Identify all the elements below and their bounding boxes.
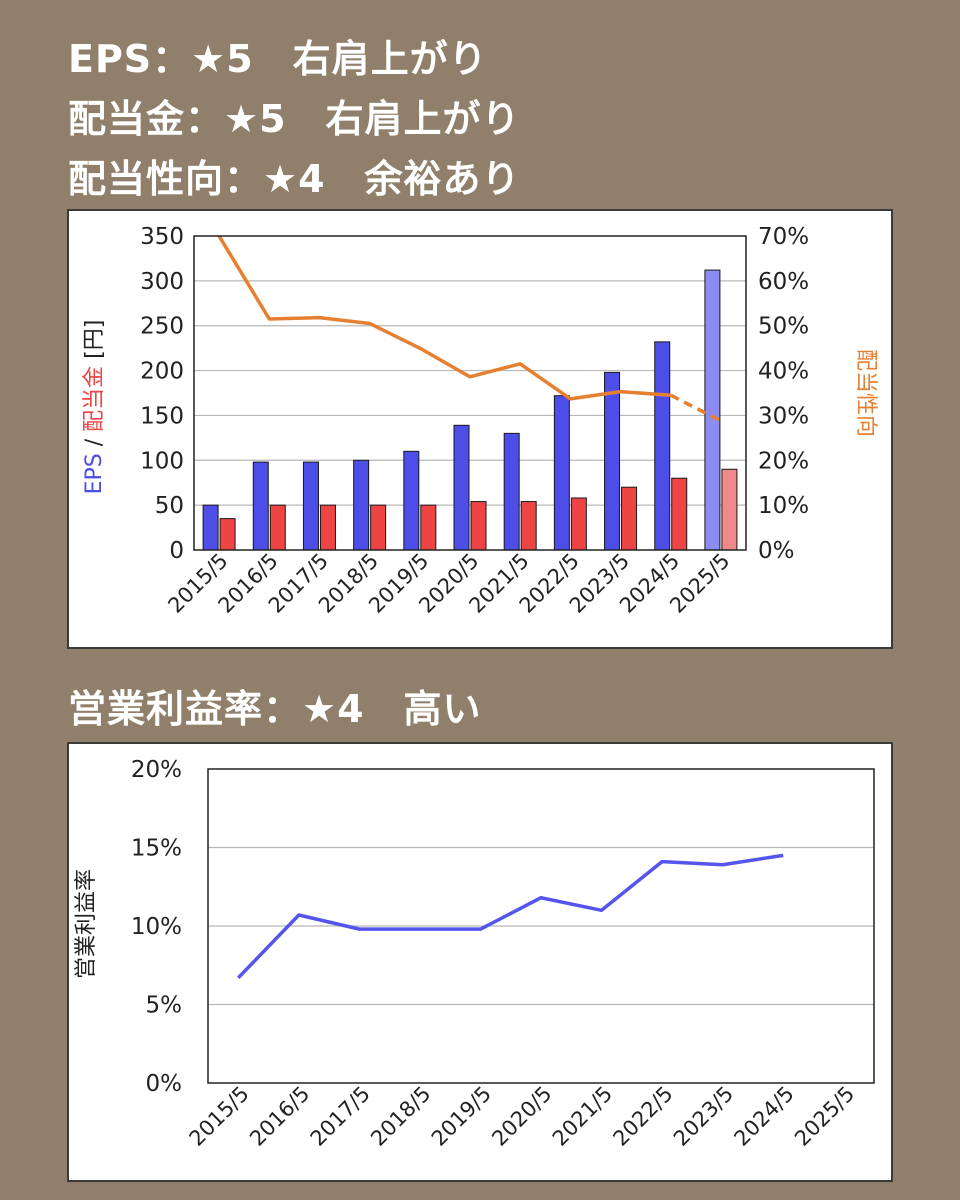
eps-bar: [202, 504, 219, 551]
y-tick-label: 0%: [146, 1071, 183, 1097]
x-tick-label: 2020/5: [487, 1082, 556, 1151]
eps-bar: [403, 450, 420, 551]
dividend-bar: [269, 504, 286, 551]
y-tick-label: 0: [169, 538, 184, 564]
dividend-bar: [470, 501, 487, 551]
y2-tick-label: 40%: [758, 359, 809, 385]
y2-axis-label: 配当性向: [853, 349, 878, 437]
y-axis-label-part: EPS: [82, 453, 107, 494]
eps-bar: [302, 461, 319, 551]
y2-tick-label: 0%: [758, 538, 795, 564]
x-tick-label: 2021/5: [548, 1082, 617, 1151]
operating-margin-chart: 0% 5% 10% 15% 20% 2015/52016/52017/52018/5201…: [74, 757, 875, 1151]
eps-dividend-chart: 0 50 100 150 200 250 300 350 0% 10% 20% 30% 40% 50% 60…: [82, 224, 878, 618]
y-tick-label: 250: [140, 314, 184, 340]
plot-frame: [193, 235, 747, 551]
y-tick-label: 100: [140, 448, 184, 474]
y2-tick-label: 10%: [758, 493, 809, 519]
y-tick-label: 150: [140, 403, 184, 429]
y-tick-label: 50: [155, 493, 184, 519]
dividend-bar: [520, 501, 537, 551]
y-tick-label: 300: [140, 269, 184, 295]
dividend-bar: [370, 504, 387, 551]
y-axis-label: EPS / 配当金 [円]: [82, 320, 107, 495]
eps-bar: [453, 424, 470, 551]
margin-rating-heading: 営業利益率：★4 高い: [68, 687, 482, 731]
y-tick-label: 20%: [131, 757, 182, 783]
dividend-rating-heading: 配当金：★5 右肩上がり: [68, 97, 521, 141]
eps-bar: [553, 395, 570, 551]
operating-margin-line: [237, 853, 784, 980]
x-tick-label: 2018/5: [366, 1082, 435, 1151]
operating-margin-chart-panel: 0% 5% 10% 15% 20% 2015/5 2016/5 2017/5 2018/5 201…: [67, 742, 893, 1182]
payout-ratio-forecast-line: [669, 393, 722, 423]
y2-tick-label: 60%: [758, 269, 809, 295]
y-axis-label-part: 配当金: [82, 366, 107, 432]
x-tick-label: 2016/5: [245, 1082, 314, 1151]
x-tick-label: 2025/5: [790, 1082, 859, 1151]
x-tick-label: 2024/5: [729, 1082, 798, 1151]
y2-tick-label: 30%: [758, 403, 809, 429]
y2-tick-label: 20%: [758, 448, 809, 474]
dividend-bar: [621, 486, 638, 551]
y-axis-label-part: /: [82, 432, 107, 453]
eps-bar: [704, 269, 721, 551]
x-tick-label: 2022/5: [608, 1082, 677, 1151]
dividend-bar: [570, 497, 587, 551]
x-tick-label: 2017/5: [306, 1082, 375, 1151]
payout-rating-heading: 配当性向：★4 余裕あり: [68, 157, 521, 201]
dividend-bar: [219, 518, 236, 551]
y-tick-label: 15%: [131, 836, 182, 862]
eps-bar: [654, 341, 671, 551]
y2-tick-label: 50%: [758, 314, 809, 340]
eps-rating-heading: EPS：★5 右肩上がり: [68, 37, 488, 81]
eps-dividend-chart-panel: 0 50 100 150 200 250 300 350 0% 10% 20% 30% 40% 50% 60…: [67, 209, 893, 649]
dividend-bar: [420, 504, 437, 551]
plot-frame: [207, 768, 875, 1084]
eps-bar: [604, 371, 621, 551]
dividend-bar: [319, 504, 336, 551]
payout-ratio-line: [217, 235, 671, 401]
y-tick-label: 350: [140, 224, 184, 250]
y-axis-label-part: [円]: [82, 320, 107, 366]
x-tick-label: 2015/5: [185, 1082, 254, 1151]
y-axis-label: 営業利益率: [74, 869, 99, 979]
y2-tick-label: 70%: [758, 224, 809, 250]
eps-bar: [252, 461, 269, 551]
x-tick-label: 2023/5: [669, 1082, 738, 1151]
eps-bar: [353, 459, 370, 551]
y-tick-label: 200: [140, 359, 184, 385]
eps-bar: [503, 432, 520, 551]
x-tick-label: 2019/5: [427, 1082, 496, 1151]
dividend-bar: [671, 477, 688, 551]
dividend-bar: [721, 468, 738, 551]
y-tick-label: 5%: [146, 993, 183, 1019]
y-tick-label: 10%: [131, 914, 182, 940]
